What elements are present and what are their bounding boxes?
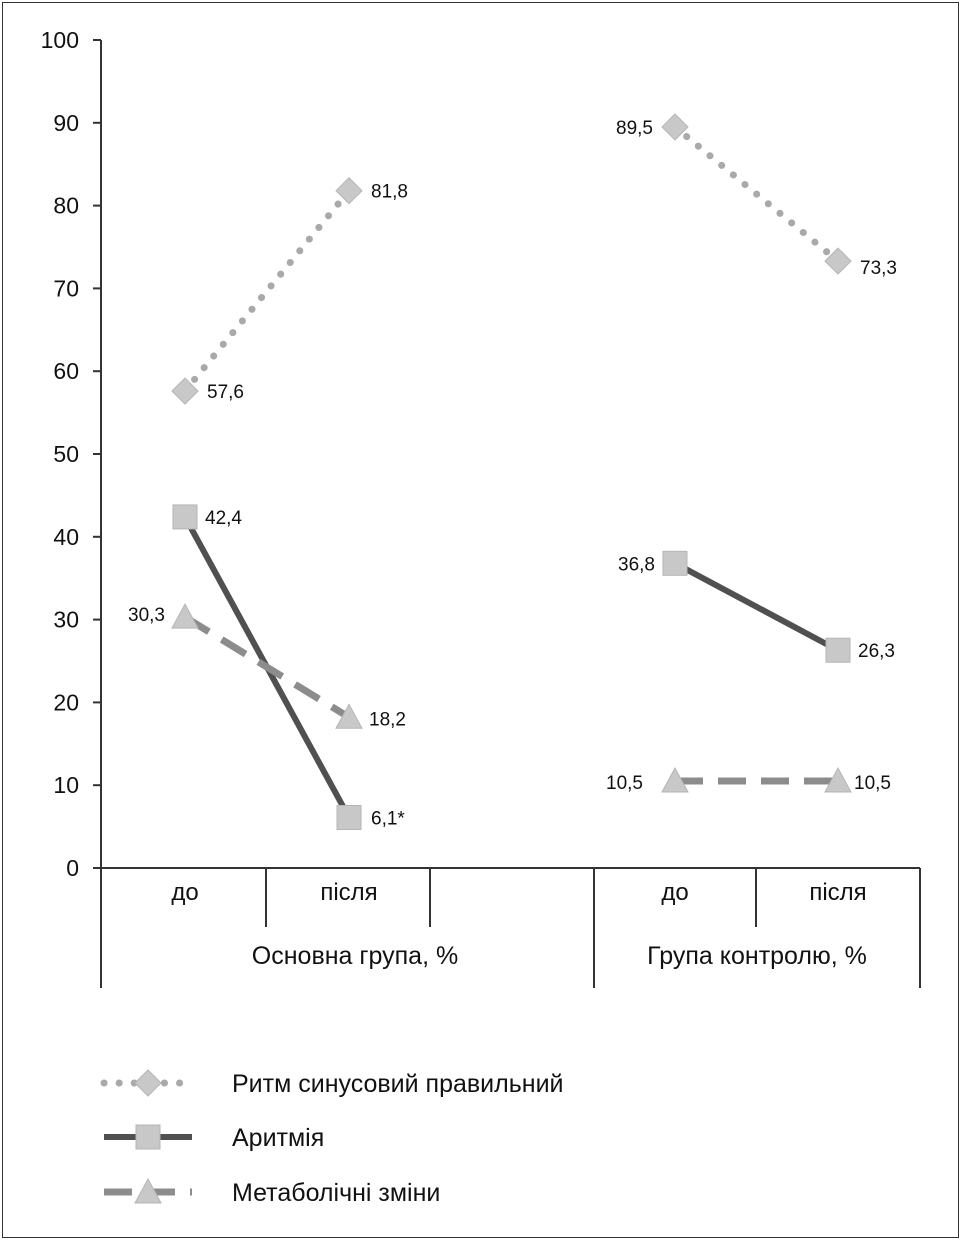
y-tick-label: 100 (41, 27, 79, 53)
data-label: 57,6 (207, 382, 244, 403)
y-tick-label: 50 (53, 441, 79, 467)
y-tick-label: 0 (66, 855, 79, 881)
group-label: Основна група, % (252, 942, 458, 970)
group-label: Група контролю, % (647, 942, 867, 970)
category-label: до (171, 879, 198, 906)
series-lines (181, 123, 842, 819)
y-tick-label: 70 (53, 275, 79, 301)
y-tick-label: 80 (53, 193, 79, 219)
data-label: 26,3 (858, 641, 895, 662)
marker-square (135, 1124, 161, 1150)
category-label: до (661, 879, 688, 906)
data-label: 18,2 (369, 709, 406, 730)
y-tick-label: 60 (53, 358, 79, 384)
y-tick-label: 30 (53, 607, 79, 633)
data-label: 10,5 (606, 773, 643, 794)
data-label: 6,1* (371, 808, 405, 829)
data-label: 30,3 (128, 605, 165, 626)
data-labels: 57,6 81,8 89,5 73,3 42,4 6,1* 36,8 26,3 30,3 18,2… (128, 118, 897, 830)
y-tick-label: 40 (53, 524, 79, 550)
marker-triangle (134, 1177, 162, 1204)
marker-diamond (661, 113, 689, 141)
legend: Ритм синусовий правильний Аритмія Метаболі… (100, 1069, 564, 1207)
y-tick-label: 10 (53, 772, 79, 798)
data-label: 81,8 (371, 182, 408, 203)
marker-diamond (134, 1069, 162, 1097)
marker-triangle (824, 767, 852, 793)
marker-square (336, 804, 362, 830)
data-label: 73,3 (860, 258, 897, 279)
data-label: 36,8 (618, 554, 655, 575)
series-line (671, 123, 842, 265)
data-label: 89,5 (616, 118, 653, 139)
data-label: 10,5 (854, 773, 891, 794)
category-label: після (320, 879, 377, 906)
marker-square (172, 504, 198, 530)
marker-diamond (824, 247, 852, 275)
marker-triangle (335, 703, 363, 729)
y-tick-label: 20 (53, 689, 79, 715)
data-label: 42,4 (205, 508, 242, 529)
legend-label: Метаболічні зміни (232, 1179, 440, 1207)
series-line (183, 614, 351, 721)
category-label: після (809, 879, 866, 906)
axes: 0 10 20 30 40 50 60 70 80 90 100 до після Основна гру… (41, 27, 921, 988)
marker-diamond (335, 176, 363, 205)
series-line (181, 187, 353, 395)
legend-label: Аритмія (232, 1124, 324, 1152)
marker-square (662, 550, 688, 576)
legend-label: Ритм синусовий правильний (232, 1070, 564, 1098)
marker-square (825, 637, 851, 663)
marker-triangle (171, 603, 199, 629)
marker-triangle (661, 767, 689, 793)
series-line (673, 560, 840, 653)
y-tick-label: 90 (53, 110, 79, 136)
marker-diamond (171, 377, 199, 405)
series-markers (171, 113, 852, 830)
